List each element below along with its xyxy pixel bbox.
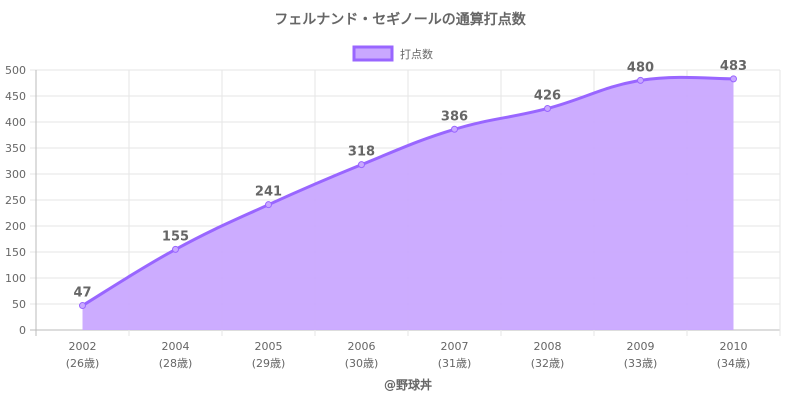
x-tick-sublabel: (28歳) [159, 357, 193, 370]
y-tick-label: 150 [5, 246, 26, 259]
data-label: 386 [441, 109, 468, 124]
data-label: 241 [255, 185, 282, 200]
y-tick-label: 200 [5, 220, 26, 233]
data-label: 47 [73, 286, 91, 301]
x-tick-sublabel: (29歳) [252, 357, 286, 370]
x-tick-label: 2009 [627, 340, 655, 353]
area-fill [82, 77, 734, 330]
x-tick-sublabel: (34歳) [717, 357, 751, 370]
series-line [81, 75, 734, 307]
data-label: 483 [720, 59, 747, 74]
plot-area [81, 75, 734, 330]
data-label: 426 [534, 88, 561, 103]
y-tick-label: 50 [12, 298, 26, 311]
x-tick-label: 2006 [348, 340, 376, 353]
y-tick-label: 300 [5, 168, 26, 181]
y-tick-label: 250 [5, 194, 26, 207]
legend-label: 打点数 [400, 47, 433, 61]
x-tick-sublabel: (33歳) [624, 357, 658, 370]
x-tick-label: 2010 [720, 340, 748, 353]
x-tick-label: 2007 [441, 340, 469, 353]
data-label: 155 [162, 229, 189, 244]
data-point[interactable] [637, 76, 644, 84]
data-point[interactable] [265, 201, 272, 209]
chart-title: フェルナンド・セギノールの通算打点数 [274, 11, 526, 28]
x-tick-sublabel: (31歳) [438, 357, 472, 370]
x-tick-label: 2004 [162, 340, 190, 353]
x-tick-label: 2002 [69, 340, 97, 353]
y-tick-label: 100 [5, 272, 26, 285]
y-tick-label: 400 [5, 116, 26, 129]
data-point[interactable] [730, 75, 737, 83]
x-tick-label: 2008 [534, 340, 562, 353]
legend-swatch [352, 45, 394, 62]
y-tick-label: 0 [19, 324, 26, 337]
data-point[interactable] [544, 104, 551, 112]
y-tick-label: 500 [5, 64, 26, 77]
x-tick-sublabel: (32歳) [531, 357, 565, 370]
data-label: 480 [627, 60, 654, 75]
data-point[interactable] [451, 125, 458, 133]
data-point[interactable] [79, 302, 86, 310]
axes: 0 50 100 150 200 250 300 350 400 450 500 2002 (26歳) 2… [5, 64, 750, 370]
data-point[interactable] [172, 245, 179, 253]
data-label: 318 [348, 145, 375, 160]
data-point[interactable] [358, 161, 365, 169]
x-tick-sublabel: (30歳) [345, 357, 379, 370]
x-tick-label: 2005 [255, 340, 283, 353]
legend[interactable]: 打点数 [352, 45, 433, 62]
y-tick-label: 350 [5, 142, 26, 155]
x-tick-sublabel: (26歳) [66, 357, 100, 370]
data-points: 47 155 241 318 386 426 480 483 [73, 59, 747, 310]
y-tick-label: 450 [5, 90, 26, 103]
credit-label: @野球丼 [384, 377, 432, 392]
